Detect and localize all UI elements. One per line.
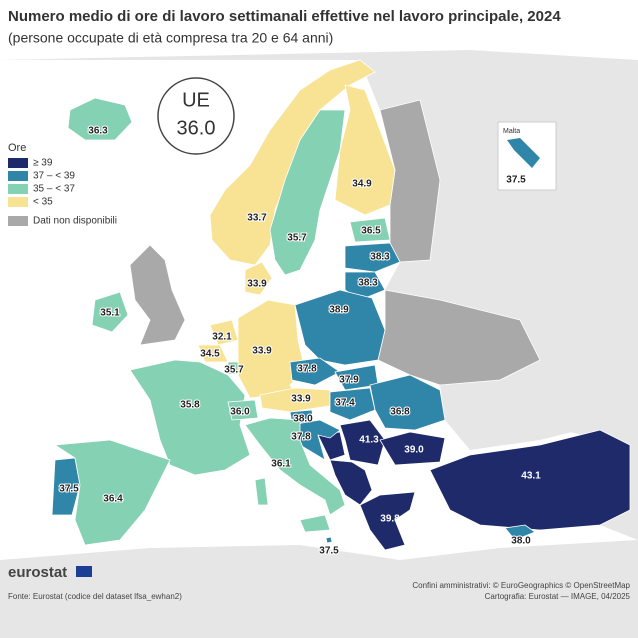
region-value: 33.9 — [291, 394, 311, 405]
region-value: 33.7 — [247, 213, 267, 224]
eu-label: UE — [182, 89, 210, 111]
legend-swatch — [8, 197, 28, 207]
country — [91, 291, 129, 333]
country — [339, 419, 386, 466]
country — [379, 431, 446, 466]
legend-swatch — [8, 184, 28, 194]
region-value: 38.3 — [370, 252, 390, 263]
country — [67, 97, 133, 141]
country — [53, 439, 171, 546]
region-value: 36.5 — [361, 226, 381, 237]
legend-label: 37 – < 39 — [33, 171, 75, 182]
boundaries: Confini amministrativi: © EuroGeographic… — [412, 581, 630, 590]
island — [299, 514, 331, 533]
country — [325, 536, 333, 544]
region-value: 41.3 — [359, 435, 379, 446]
source: Fonte: Eurostat (codice del dataset lfsa… — [8, 592, 182, 601]
region-value: 38.3 — [358, 278, 378, 289]
legend-label: < 35 — [33, 197, 53, 208]
region-value: 35.7 — [287, 233, 307, 244]
island — [254, 477, 269, 506]
region-value: 32.1 — [212, 332, 232, 343]
region-value: 36.1 — [271, 459, 291, 470]
country — [344, 242, 401, 273]
country — [289, 357, 341, 386]
country — [237, 299, 306, 399]
region-value: 37.5 — [319, 546, 339, 557]
subtitle: (persone occupate di età compresa tra 20… — [8, 30, 333, 46]
country — [294, 289, 386, 366]
country — [334, 84, 396, 216]
eu-flag — [76, 566, 92, 577]
region-value: 38.0 — [293, 414, 313, 425]
region-value: 36.8 — [390, 407, 410, 418]
background-land — [0, 540, 638, 638]
region-value: 34.5 — [200, 349, 220, 360]
country — [344, 271, 386, 301]
land-layer — [0, 50, 638, 638]
country — [429, 429, 631, 531]
country — [51, 457, 81, 516]
country — [129, 359, 251, 476]
eu-value: 36.0 — [177, 117, 216, 139]
logo: eurostat — [8, 564, 67, 581]
country — [504, 524, 536, 541]
eu-badge — [157, 77, 235, 155]
legend-label: Dati non disponibili — [33, 216, 117, 227]
country — [359, 491, 416, 551]
inset-title: Malta — [503, 128, 520, 135]
legend-label: ≥ 39 — [33, 158, 53, 169]
region-value: 33.9 — [247, 279, 267, 290]
region-value: 39.0 — [404, 445, 424, 456]
legend-label: 35 – < 37 — [33, 184, 75, 195]
region-value: 37.9 — [339, 375, 359, 386]
region-value: 37.8 — [297, 364, 317, 375]
inset-island — [507, 138, 540, 168]
inset-value: 37.5 — [506, 175, 526, 186]
region-labels: 36.3 33.7 35.7 34.9 36.5 38.3 38.3 33.9 35.1 32.1… — [58, 125, 541, 558]
legend-swatch — [8, 171, 28, 181]
country — [369, 374, 446, 431]
region-value: 33.9 — [252, 346, 272, 357]
legend-swatch — [8, 158, 28, 168]
background-land — [0, 50, 638, 450]
legend: ≥ 39 37 – < 39 35 – < 37 < 35 Dati non dispo… — [8, 158, 117, 227]
country — [244, 261, 273, 296]
country — [349, 217, 391, 243]
no-data-country — [129, 244, 186, 346]
region-value: 35.7 — [224, 365, 244, 376]
region-value: 38.0 — [511, 536, 531, 547]
region-value: 43.1 — [521, 471, 541, 482]
region-value: 35.1 — [100, 308, 120, 319]
region-value: 37.5 — [59, 484, 79, 495]
country — [227, 399, 259, 421]
legend-title: Ore — [8, 142, 26, 154]
region-value: 34.9 — [352, 179, 372, 190]
country — [244, 417, 346, 516]
region-value: 36.4 — [103, 494, 123, 505]
region-value: 37.4 — [335, 398, 355, 409]
region-value: 37.8 — [291, 432, 311, 443]
title: Numero medio di ore di lavoro settimanal… — [8, 8, 561, 25]
region-value: 38.9 — [329, 305, 349, 316]
country — [329, 387, 376, 421]
legend-swatch — [8, 216, 28, 226]
background-land — [560, 420, 638, 540]
region-value: 36.0 — [230, 407, 250, 418]
country — [289, 419, 341, 461]
region-value: 35.8 — [180, 400, 200, 411]
cartography: Cartografia: Eurostat — IMAGE, 04/2025 — [485, 592, 631, 601]
region-value: 36.3 — [88, 126, 108, 137]
country-unlabeled — [329, 459, 373, 506]
region-value: 39.8 — [380, 514, 400, 525]
